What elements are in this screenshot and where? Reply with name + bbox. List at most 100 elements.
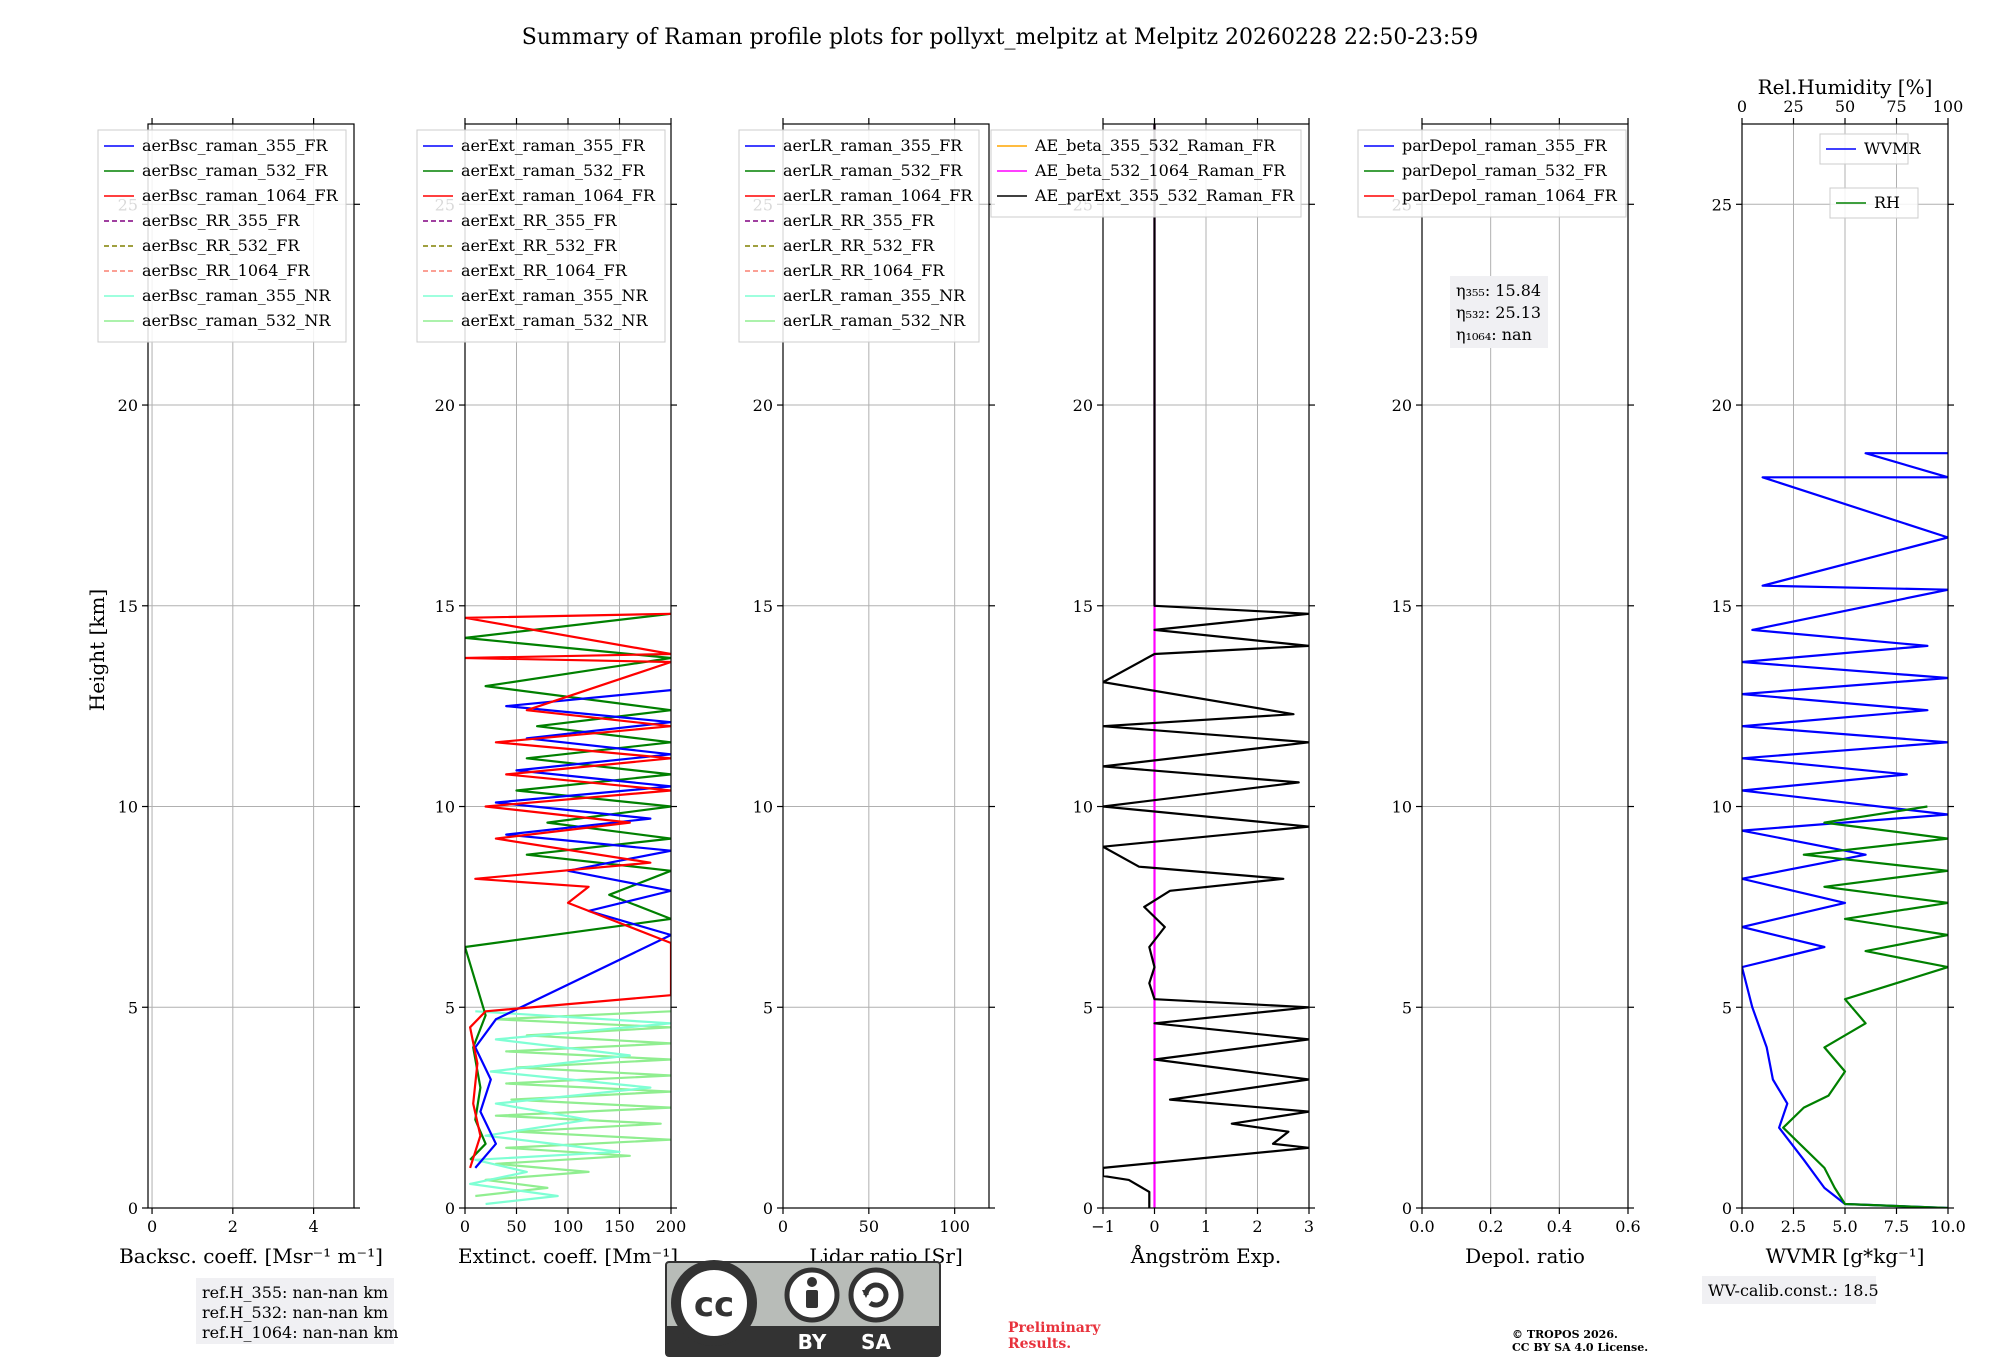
y-tick-label: 20 [753, 396, 773, 415]
x-axis-label: Ångström Exp. [1130, 1243, 1281, 1268]
legend-label: aerBsc_raman_355_NR [142, 286, 331, 305]
eta-1064: η₁₀₆₄: nan [1456, 325, 1532, 344]
panel-frame [464, 123, 672, 1209]
x-axis-label: Backsc. coeff. [Msr⁻¹ m⁻¹] [119, 1244, 383, 1268]
wv-calib-const: WV-calib.const.: 18.5 [1708, 1281, 1879, 1300]
y-tick-label: 10 [1712, 798, 1732, 817]
top-x-tick-label: 0 [1737, 97, 1747, 116]
panel-ext: 0510152025050100150200Extinct. coeff. [M… [416, 118, 687, 1268]
panel-bsc: 0510152025024Backsc. coeff. [Msr⁻¹ m⁻¹]a… [97, 118, 383, 1268]
legend-label: aerLR_RR_355_FR [783, 211, 935, 230]
x-tick-label: 10.0 [1930, 1217, 1966, 1236]
legend-label: aerBsc_raman_355_FR [142, 136, 328, 155]
y-tick-label: 0 [1083, 1199, 1093, 1218]
y-tick-label: 20 [1073, 396, 1093, 415]
x-tick-label: 100 [553, 1217, 584, 1236]
y-tick-label: 15 [435, 597, 455, 616]
x-tick-label: 0.6 [1615, 1217, 1640, 1236]
y-tick-label: 10 [1392, 798, 1412, 817]
y-tick-label: 0 [1402, 1199, 1412, 1218]
eta-355: η₃₅₅: 15.84 [1456, 281, 1541, 300]
x-tick-label: 2.5 [1781, 1217, 1806, 1236]
legend-label: aerExt_RR_355_FR [461, 211, 618, 230]
legend-box [990, 129, 1302, 218]
preliminary-note-2: Results. [1008, 1336, 1071, 1352]
legend-label: aerBsc_RR_1064_FR [142, 261, 311, 280]
y-tick-label: 5 [763, 998, 773, 1017]
series-line-AE_parExt_355_532_Raman_FR [1103, 124, 1309, 1208]
series-line-aerExt_raman_1064_FR [465, 612, 671, 1169]
x-tick-label: 0 [460, 1217, 470, 1236]
panel-wv: 0 5 10 15 20 25 0.0 2.5 5.0 7.5 10.0 WVMR [g*kg⁻¹] 0… [1712, 75, 1966, 1268]
x-tick-label: 5.0 [1832, 1217, 1857, 1236]
legend-label: aerLR_RR_532_FR [783, 236, 935, 255]
y-tick-label: 10 [753, 798, 773, 817]
eta-532: η₅₃₂: 25.13 [1456, 303, 1541, 322]
y-tick-label: 15 [1712, 597, 1732, 616]
x-tick-label: 50 [859, 1217, 879, 1236]
top-x-tick-label: 75 [1886, 97, 1906, 116]
legend-label: aerExt_RR_1064_FR [461, 261, 628, 280]
x-axis-label: Depol. ratio [1465, 1244, 1585, 1268]
legend-label: aerBsc_raman_532_NR [142, 311, 331, 330]
copyright-line-2: CC BY SA 4.0 License. [1512, 1341, 1648, 1354]
y-tick-label: 15 [1073, 597, 1093, 616]
x-tick-label: 150 [604, 1217, 635, 1236]
x-tick-label: 200 [656, 1217, 687, 1236]
series-line-WVMR [1742, 452, 1948, 1208]
y-tick-label: 15 [753, 597, 773, 616]
x-tick-label: 7.5 [1884, 1217, 1909, 1236]
y-tick-label: 10 [435, 798, 455, 817]
x-tick-label: 4 [309, 1217, 319, 1236]
y-tick-label: 5 [445, 998, 455, 1017]
x-tick-label: 0 [147, 1217, 157, 1236]
legend-label: AE_parExt_355_532_Raman_FR [1034, 186, 1295, 205]
y-tick-label: 20 [435, 396, 455, 415]
y-tick-label: 0 [763, 1199, 773, 1218]
legend-label: aerExt_raman_355_FR [461, 136, 646, 155]
x-tick-label: 100 [939, 1217, 970, 1236]
x-tick-label: 2 [1252, 1217, 1262, 1236]
x-tick-label: 1 [1201, 1217, 1211, 1236]
ref-h-355: ref.H_355: nan-nan km [202, 1283, 388, 1302]
y-tick-label: 20 [1392, 396, 1412, 415]
legend-label: aerLR_raman_1064_FR [783, 186, 973, 205]
wv-calib-box: WV-calib.const.: 18.5 [1702, 1276, 1879, 1304]
y-axis-label: Height [km] [85, 589, 109, 711]
ref-h-1064: ref.H_1064: nan-nan km [202, 1323, 398, 1342]
legend-box [416, 129, 666, 343]
panel-lr: 0510152025050100Lidar ratio [Sr]aerLR_ra… [738, 118, 995, 1268]
legend-label: parDepol_raman_1064_FR [1402, 186, 1618, 205]
series-line-RH [1782, 805, 1948, 1208]
figure-title: Summary of Raman profile plots for polly… [522, 25, 1479, 50]
legend-label: aerLR_raman_355_FR [783, 136, 963, 155]
top-x-axis-label: Rel.Humidity [%] [1758, 75, 1933, 99]
y-tick-label: 15 [118, 597, 138, 616]
x-tick-label: 0.2 [1478, 1217, 1503, 1236]
y-tick-label: 15 [1392, 597, 1412, 616]
legend-label: AE_beta_355_532_Raman_FR [1034, 136, 1276, 155]
y-tick-label: 20 [118, 396, 138, 415]
y-tick-label: 5 [1402, 998, 1412, 1017]
ref-h-532: ref.H_532: nan-nan km [202, 1303, 388, 1322]
y-tick-label: 0 [128, 1199, 138, 1218]
series-line-aerExt_raman_355_NR [469, 1010, 671, 1206]
x-tick-label: 0.0 [1729, 1217, 1754, 1236]
legend-label: aerExt_raman_532_FR [461, 161, 646, 180]
y-tick-label: 20 [1712, 396, 1732, 415]
y-tick-label: 10 [118, 798, 138, 817]
y-tick-label: 0 [1722, 1199, 1732, 1218]
panel-frame [147, 123, 355, 1209]
legend-label: parDepol_raman_355_FR [1402, 136, 1608, 155]
legend-label: aerBsc_RR_355_FR [142, 211, 300, 230]
x-tick-label: 0 [1149, 1217, 1159, 1236]
series-line-aerExt_raman_532_NR [475, 1010, 671, 1198]
top-x-tick-label: 100 [1933, 97, 1964, 116]
x-tick-label: 3 [1304, 1217, 1314, 1236]
ref-height-box: ref.H_355: nan-nan km ref.H_532: nan-nan… [196, 1278, 398, 1344]
cc-text: cc [694, 1285, 734, 1325]
top-x-tick-label: 25 [1783, 97, 1803, 116]
y-tick-label: 10 [1073, 798, 1093, 817]
sa-share-icon [848, 1267, 904, 1323]
